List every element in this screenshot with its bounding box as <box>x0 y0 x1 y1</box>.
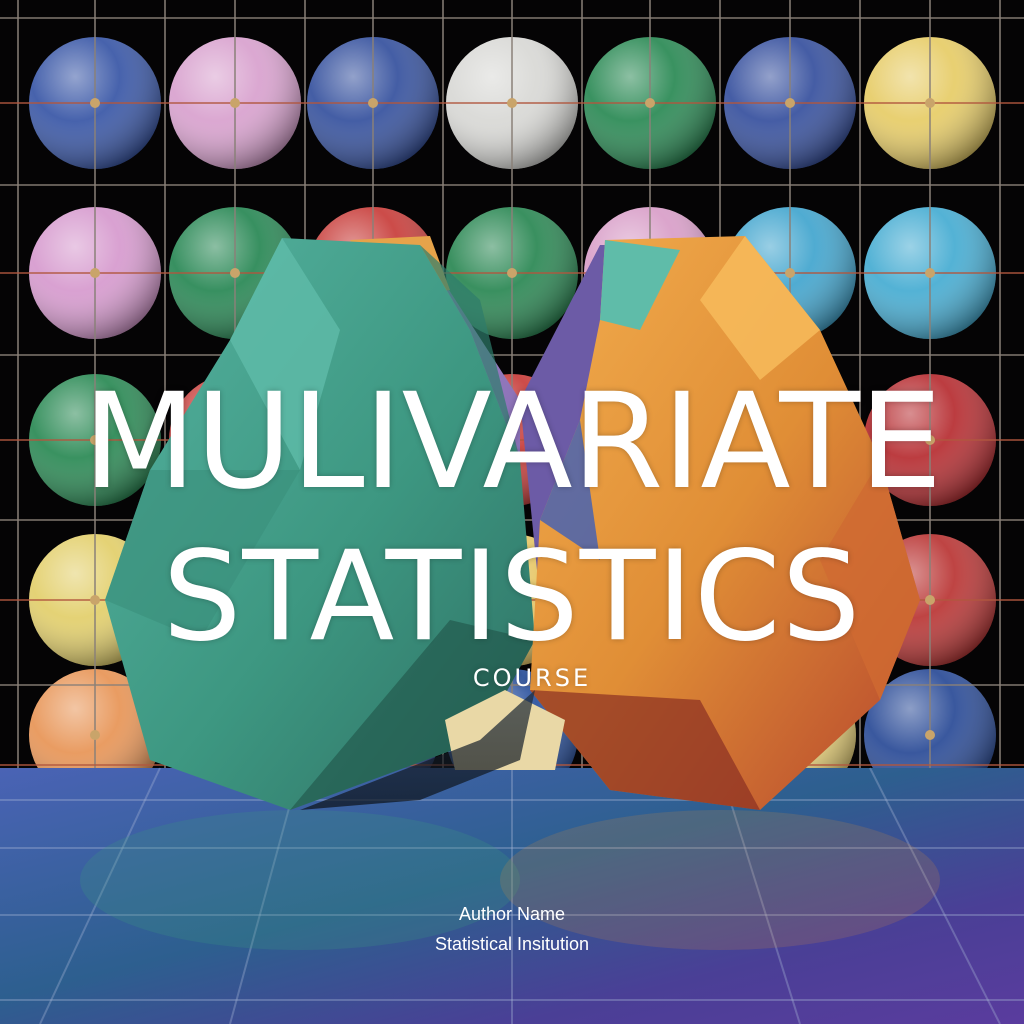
grid-joint <box>90 268 100 278</box>
grid-joint <box>230 98 240 108</box>
grid-joint <box>925 730 935 740</box>
title-line-2: STATISTICS <box>162 525 862 669</box>
grid-joint <box>90 595 100 605</box>
teal-gem-shape <box>105 238 535 810</box>
grid-joint <box>925 268 935 278</box>
grid-joint <box>230 268 240 278</box>
title-line-1: MULIVARIATE <box>82 365 943 519</box>
grid-joint <box>507 98 517 108</box>
institution-name: Statistical Insitution <box>434 934 590 954</box>
grid-joint <box>925 435 935 445</box>
grid-joint <box>368 98 378 108</box>
orange-gem-shape <box>530 236 920 810</box>
grid-joint <box>785 268 795 278</box>
grid-joint <box>507 268 517 278</box>
gem-shadow-shape <box>300 690 535 810</box>
grid-joint <box>925 595 935 605</box>
author-name: Author Name <box>458 904 566 924</box>
grid-joint <box>90 730 100 740</box>
grid-joint <box>645 98 655 108</box>
grid-joint <box>90 435 100 445</box>
grid-joint <box>90 98 100 108</box>
subtitle: COURSE <box>472 664 592 692</box>
grid-joint <box>785 98 795 108</box>
tiled-floor <box>0 767 1024 1024</box>
grid-joint <box>925 98 935 108</box>
